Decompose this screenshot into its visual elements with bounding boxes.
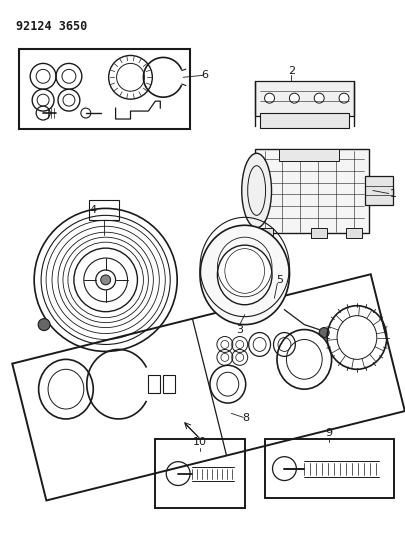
Bar — [254, 81, 353, 116]
Ellipse shape — [217, 245, 271, 305]
Bar — [345, 228, 361, 238]
Circle shape — [289, 93, 298, 103]
Circle shape — [100, 275, 111, 285]
Text: 5: 5 — [275, 276, 282, 285]
Bar — [155, 439, 244, 508]
Bar — [264, 439, 393, 498]
Text: 4: 4 — [89, 205, 96, 215]
Circle shape — [313, 93, 323, 103]
Bar — [89, 200, 118, 220]
Bar — [364, 176, 392, 205]
Circle shape — [264, 93, 274, 103]
Circle shape — [338, 93, 348, 103]
Text: 8: 8 — [242, 414, 249, 423]
Bar — [163, 375, 175, 393]
Text: 10: 10 — [192, 437, 207, 447]
Bar — [254, 149, 368, 233]
Bar — [19, 50, 190, 129]
Bar — [279, 149, 338, 161]
Bar — [311, 228, 326, 238]
Text: 92124 3650: 92124 3650 — [16, 20, 87, 33]
Bar — [148, 375, 160, 393]
Circle shape — [38, 319, 50, 330]
Bar — [256, 228, 272, 238]
Text: 3: 3 — [236, 325, 243, 335]
Text: 1: 1 — [389, 189, 396, 198]
Polygon shape — [12, 274, 404, 500]
Text: 9: 9 — [325, 428, 332, 438]
Text: 2: 2 — [287, 66, 294, 76]
Ellipse shape — [241, 154, 271, 228]
Ellipse shape — [200, 225, 289, 325]
Text: 6: 6 — [201, 70, 208, 80]
Circle shape — [318, 328, 328, 337]
Bar — [259, 113, 348, 128]
